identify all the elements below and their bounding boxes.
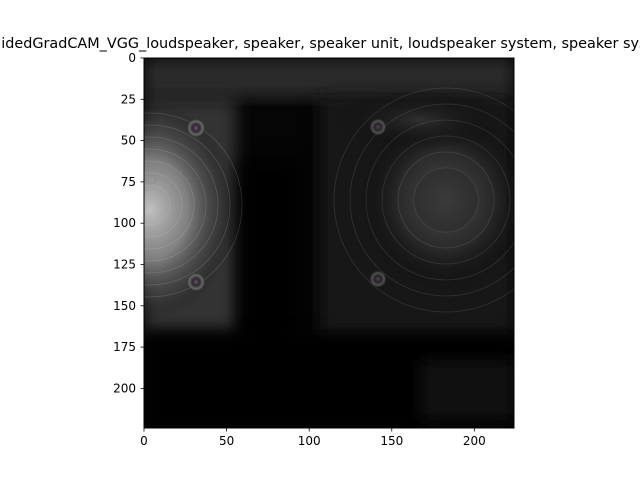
x-tick-label: 50 xyxy=(219,434,234,448)
chart-title: GuidedGradCAM_VGG_loudspeaker, speaker, … xyxy=(0,36,640,52)
x-tick-label: 200 xyxy=(463,434,486,448)
axes-frame xyxy=(143,57,515,429)
heatmap-image xyxy=(144,58,514,428)
x-tick-label: 150 xyxy=(380,434,403,448)
y-tick-label: 25 xyxy=(121,92,136,106)
y-tick-label: 50 xyxy=(121,134,136,148)
y-tick-label: 200 xyxy=(113,381,136,395)
y-tick-label: 100 xyxy=(113,216,136,230)
y-tick-label: 150 xyxy=(113,299,136,313)
y-tick-label: 175 xyxy=(113,340,136,354)
x-tick-label: 0 xyxy=(140,434,148,448)
y-axis: 0 25 50 75 100 125 150 175 200 xyxy=(113,51,144,395)
y-tick-label: 75 xyxy=(121,175,136,189)
y-tick-label: 0 xyxy=(128,51,136,65)
x-tick-label: 100 xyxy=(298,434,321,448)
y-tick-label: 125 xyxy=(113,257,136,271)
x-axis: 0 50 100 150 200 xyxy=(140,428,486,448)
